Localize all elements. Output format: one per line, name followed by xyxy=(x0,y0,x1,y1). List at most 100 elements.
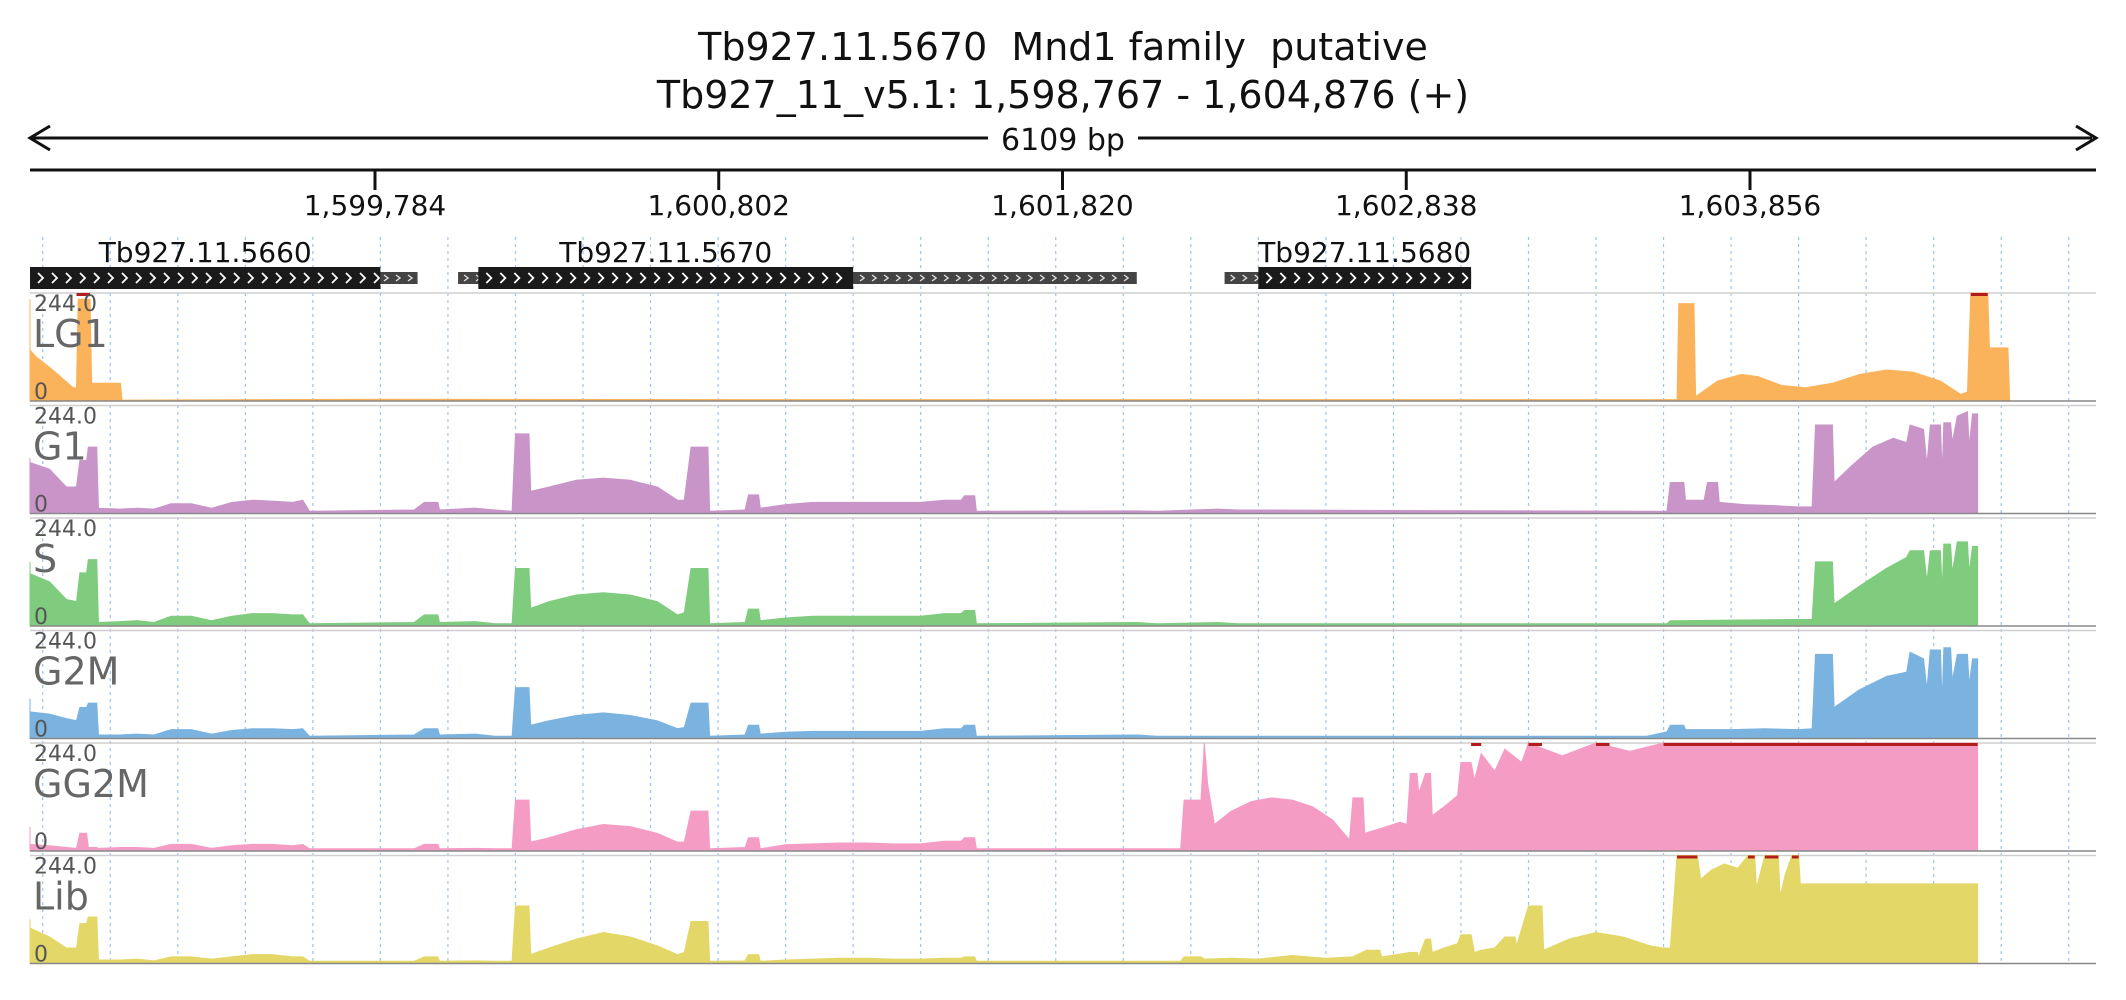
track-min-label: 0 xyxy=(34,718,48,743)
strand-chevron xyxy=(79,272,87,284)
strand-chevron xyxy=(1419,272,1427,284)
strand-chevron xyxy=(1307,272,1315,284)
strand-chevron xyxy=(1111,274,1118,282)
strand-chevron xyxy=(1051,274,1058,282)
strand-chevron xyxy=(1003,274,1010,282)
strand-chevron xyxy=(943,274,950,282)
gene-cds xyxy=(478,267,854,289)
clipped-marker xyxy=(1791,855,1799,859)
strand-chevron xyxy=(895,274,902,282)
tick-label: 1,601,820 xyxy=(991,189,1134,222)
strand-chevron xyxy=(1265,272,1273,284)
coverage-area xyxy=(29,855,1979,964)
strand-chevron xyxy=(1447,272,1455,284)
strand-chevron xyxy=(667,272,675,284)
strand-chevron xyxy=(779,272,787,284)
strand-chevron xyxy=(121,272,129,284)
track-min-label: 0 xyxy=(34,943,48,968)
track-name-label: Lib xyxy=(33,875,89,919)
gene-label: Tb927.11.5680 xyxy=(1257,236,1471,269)
strand-chevron xyxy=(163,272,171,284)
coverage-tracks: 244.0LG10244.0G10244.0S0244.0G2M0244.0GG… xyxy=(29,292,2096,968)
strand-chevron xyxy=(821,272,829,284)
strand-chevron xyxy=(303,272,311,284)
clipped-marker xyxy=(1471,743,1482,746)
strand-chevron xyxy=(51,272,59,284)
strand-chevron xyxy=(807,272,815,284)
track-min-label: 0 xyxy=(34,493,48,518)
region-span: 6109 bp xyxy=(27,123,2099,158)
span-arrow-head-left xyxy=(27,124,51,152)
strand-chevron xyxy=(793,272,801,284)
strand-chevron xyxy=(1099,274,1106,282)
strand-chevron xyxy=(345,272,353,284)
strand-chevron xyxy=(93,272,101,284)
strand-chevron xyxy=(597,272,605,284)
clipped-marker xyxy=(76,293,91,296)
strand-chevron xyxy=(1391,272,1399,284)
strand-chevron xyxy=(1321,272,1329,284)
strand-chevron xyxy=(931,274,938,282)
gene-label: Tb927.11.5660 xyxy=(98,236,312,269)
strand-chevron xyxy=(1027,274,1034,282)
gene-model: Tb927.11.5660 xyxy=(30,236,418,289)
strand-chevron xyxy=(765,272,773,284)
strand-chevron xyxy=(681,272,689,284)
strand-chevron xyxy=(639,272,647,284)
track-name-label: G2M xyxy=(33,650,119,694)
track-name-label: S xyxy=(33,537,57,581)
strand-chevron xyxy=(1075,274,1082,282)
tick-label: 1,603,856 xyxy=(1679,189,1822,222)
strand-chevron xyxy=(37,272,45,284)
span-length-label: 6109 bp xyxy=(1001,123,1125,158)
strand-chevron xyxy=(709,272,717,284)
strand-chevron xyxy=(1039,274,1046,282)
gene-cds xyxy=(30,267,381,289)
coverage-area xyxy=(29,292,2011,402)
strand-chevron xyxy=(611,272,619,284)
strand-chevron xyxy=(1279,272,1287,284)
strand-chevron xyxy=(65,272,73,284)
strand-chevron xyxy=(625,272,633,284)
strand-chevron xyxy=(205,272,213,284)
strand-chevron xyxy=(955,274,962,282)
clipped-marker xyxy=(1528,743,1542,746)
strand-chevron xyxy=(859,274,866,282)
clipped-marker xyxy=(1677,855,1698,859)
strand-chevron xyxy=(907,274,914,282)
track-max-label: 244.0 xyxy=(34,517,97,542)
strand-chevron xyxy=(359,272,367,284)
coverage-area xyxy=(29,647,1979,739)
strand-chevron xyxy=(261,272,269,284)
strand-chevron xyxy=(737,272,745,284)
track-max-label: 244.0 xyxy=(34,292,97,317)
strand-chevron xyxy=(107,272,115,284)
gene-track: Tb927.11.5660 Tb927.11.5670 Tb927.11.5680 xyxy=(30,236,1471,289)
track-max-label: 244.0 xyxy=(34,742,97,767)
strand-chevron xyxy=(527,272,535,284)
strand-chevron xyxy=(149,272,157,284)
strand-chevron xyxy=(1377,272,1385,284)
strand-chevron xyxy=(407,274,414,282)
track-min-label: 0 xyxy=(34,380,48,405)
strand-chevron xyxy=(135,272,143,284)
track-name-label: G1 xyxy=(33,425,87,469)
gene-model: Tb927.11.5670 xyxy=(458,236,1137,289)
strand-chevron xyxy=(513,272,521,284)
strand-chevron xyxy=(1363,272,1371,284)
chart-title: Tb927.11.5670 Mnd1 family putative xyxy=(698,25,1428,69)
strand-chevron xyxy=(979,274,986,282)
coverage-area xyxy=(29,541,1979,627)
track-name-label: LG1 xyxy=(33,312,108,356)
track-min-label: 0 xyxy=(34,830,48,855)
strand-chevron xyxy=(1242,274,1248,282)
strand-chevron xyxy=(883,274,890,282)
clipped-marker xyxy=(1764,855,1779,859)
strand-chevron xyxy=(555,272,563,284)
clipped-marker xyxy=(1747,855,1755,859)
strand-chevron xyxy=(1349,272,1357,284)
gene-model: Tb927.11.5680 xyxy=(1224,236,1471,289)
